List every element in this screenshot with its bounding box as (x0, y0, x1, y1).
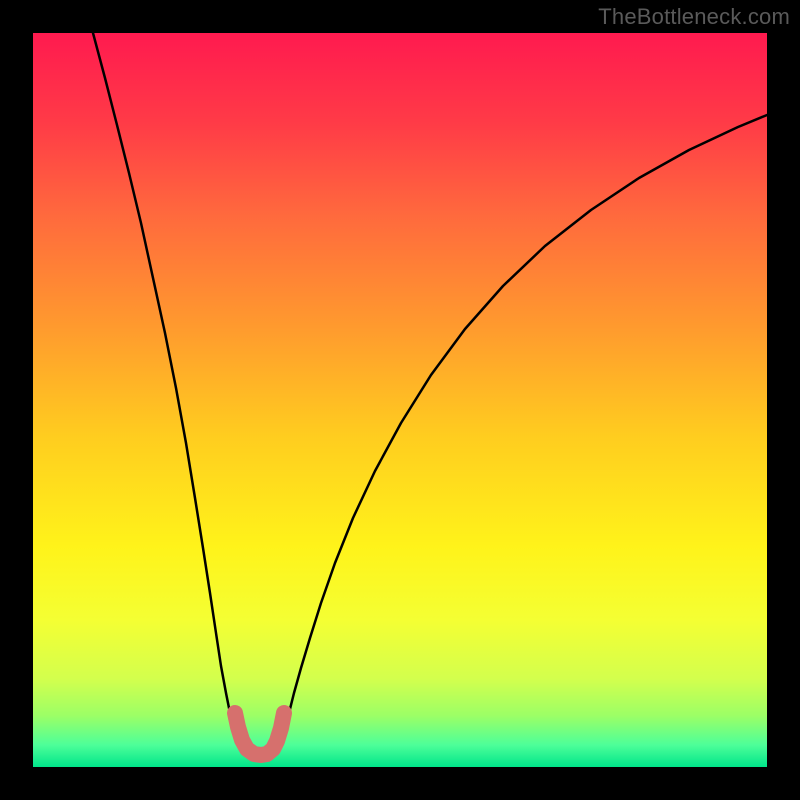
watermark-text: TheBottleneck.com (598, 4, 790, 30)
gradient-background (33, 33, 767, 767)
chart-svg (33, 33, 767, 767)
chart-frame: TheBottleneck.com (0, 0, 800, 800)
plot-area (33, 33, 767, 767)
